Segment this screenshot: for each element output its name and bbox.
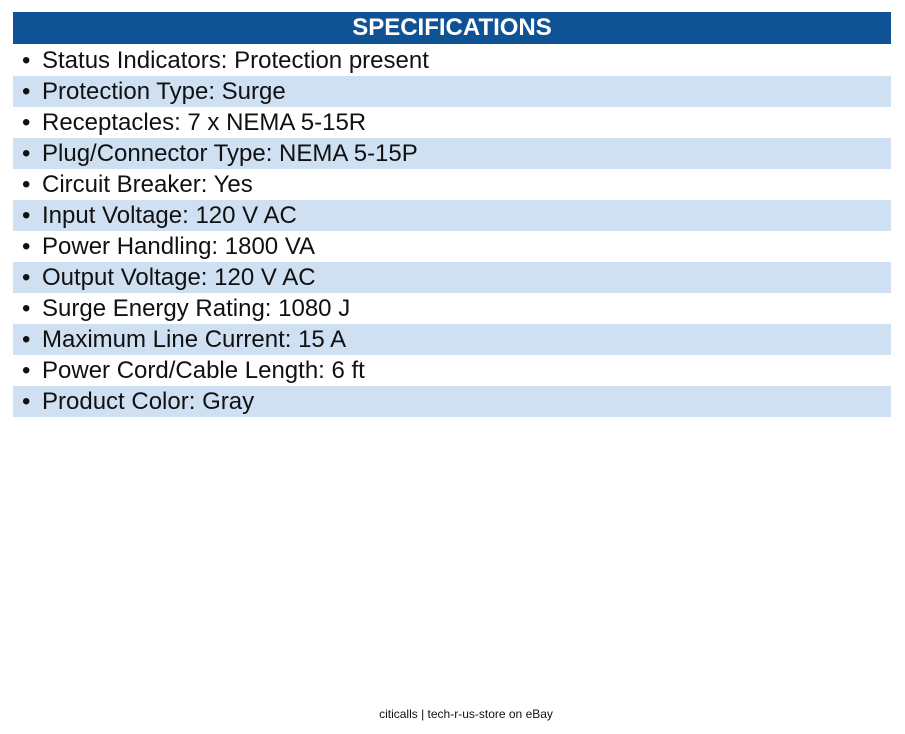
spec-item: Receptacles: 7 x NEMA 5-15R bbox=[13, 107, 891, 138]
spec-item: Power Handling: 1800 VA bbox=[13, 231, 891, 262]
spec-item: Input Voltage: 120 V AC bbox=[13, 200, 891, 231]
spec-item: Output Voltage: 120 V AC bbox=[13, 262, 891, 293]
spec-item: Surge Energy Rating: 1080 J bbox=[13, 293, 891, 324]
spec-item: Protection Type: Surge bbox=[13, 76, 891, 107]
spec-item: Product Color: Gray bbox=[13, 386, 891, 417]
spec-list: Status Indicators: Protection presentPro… bbox=[13, 45, 891, 417]
spec-item: Status Indicators: Protection present bbox=[13, 45, 891, 76]
spec-item: Maximum Line Current: 15 A bbox=[13, 324, 891, 355]
spec-item: Plug/Connector Type: NEMA 5-15P bbox=[13, 138, 891, 169]
header-title: SPECIFICATIONS bbox=[13, 12, 891, 44]
spec-item: Power Cord/Cable Length: 6 ft bbox=[13, 355, 891, 386]
footer: citicalls | tech-r-us-store on eBay bbox=[379, 707, 553, 721]
spec-item: Circuit Breaker: Yes bbox=[13, 169, 891, 200]
